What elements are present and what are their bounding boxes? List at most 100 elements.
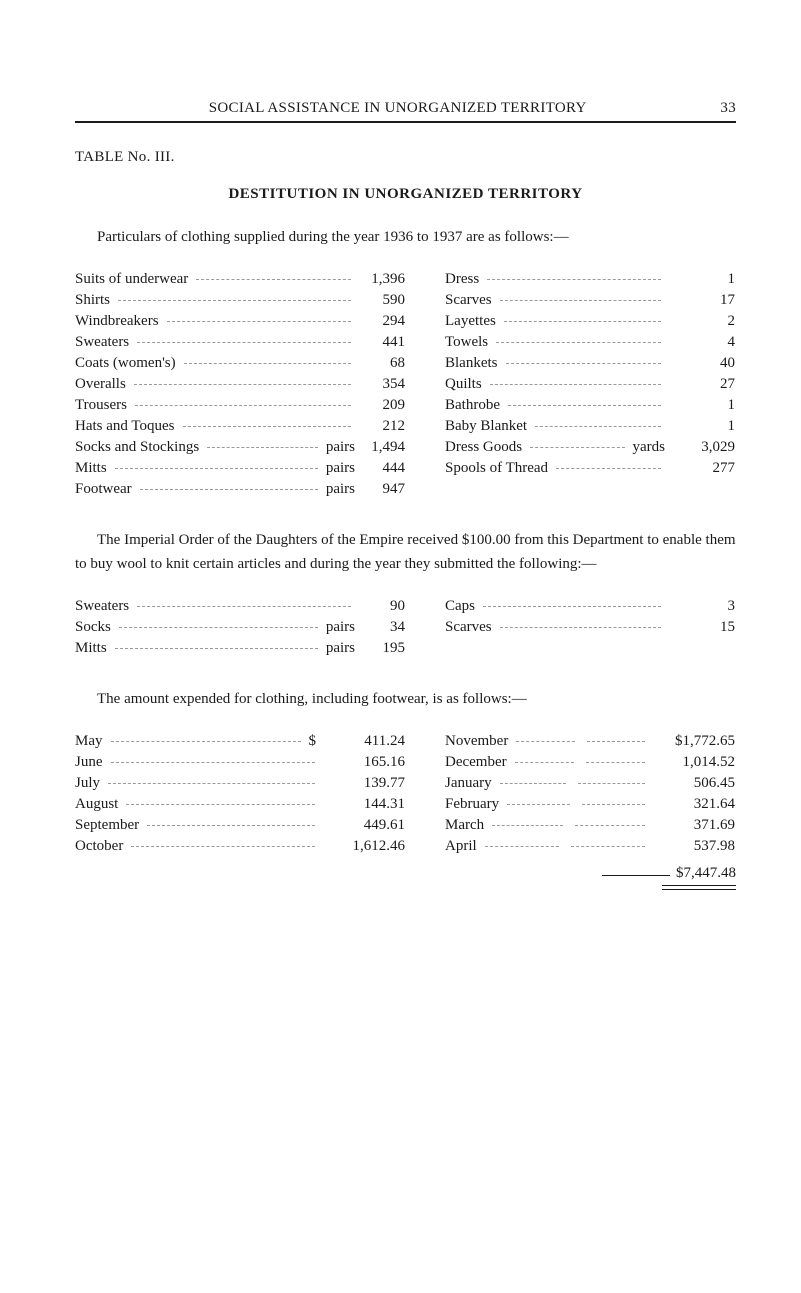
leader-line-icon <box>126 804 315 805</box>
leader-line-icon <box>485 846 559 847</box>
leader-line-icon <box>137 606 351 607</box>
list-item: Spools of Thread277 <box>445 460 735 477</box>
item-value: 321.64 <box>653 796 735 813</box>
item-unit: yards <box>633 439 666 456</box>
item-label: Quilts <box>445 376 482 393</box>
leader-line-icon <box>500 300 661 301</box>
item-label: Dress <box>445 271 479 288</box>
list-item: Socks and Stockingspairs1,494 <box>75 439 405 456</box>
list-item: June165.16 <box>75 754 405 771</box>
leader-line-icon <box>118 300 351 301</box>
item-value: 144.31 <box>323 796 405 813</box>
list-item: Sockspairs34 <box>75 619 405 636</box>
list-item: Mitts pairs195 <box>75 640 405 657</box>
list-item: January506.45 <box>445 775 735 792</box>
item-value: 4 <box>669 334 735 351</box>
imperial-paragraph: The Imperial Order of the Daughters of t… <box>75 528 736 576</box>
list-item: Baby Blanket1 <box>445 418 735 435</box>
item-value: 444 <box>359 460 405 477</box>
list-item: Towels4 <box>445 334 735 351</box>
leader-line-icon <box>506 363 662 364</box>
item-label: January <box>445 775 492 792</box>
list-item: May$411.24 <box>75 733 405 750</box>
item-label: Socks and Stockings <box>75 439 199 456</box>
item-value: 3 <box>669 598 735 615</box>
item-value: 15 <box>669 619 735 636</box>
header-rule <box>75 121 736 123</box>
item-label: Overalls <box>75 376 126 393</box>
leader-line-icon <box>490 384 661 385</box>
leader-line-icon <box>587 741 645 742</box>
leader-line-icon <box>515 762 574 763</box>
item-label: Windbreakers <box>75 313 159 330</box>
leader-line-icon <box>131 846 315 847</box>
list-item: Quilts27 <box>445 376 735 393</box>
knit-right-column: Caps 3 Scarves15 <box>445 594 735 661</box>
list-item: Blankets40 <box>445 355 735 372</box>
list-item: Scarves15 <box>445 619 735 636</box>
leader-line-icon <box>183 426 352 427</box>
page: SOCIAL ASSISTANCE IN UNORGANIZED TERRITO… <box>0 0 801 1293</box>
item-value: 537.98 <box>653 838 735 855</box>
list-item: Trousers209 <box>75 397 405 414</box>
leader-line-icon <box>207 447 318 448</box>
page-number: 33 <box>720 100 736 117</box>
item-value: 34 <box>359 619 405 636</box>
item-label: Dress Goods <box>445 439 522 456</box>
leader-line-icon <box>500 783 567 784</box>
list-item: December 1,014.52 <box>445 754 735 771</box>
item-value: 1 <box>669 397 735 414</box>
list-item: Sweaters441 <box>75 334 405 351</box>
list-item: Hats and Toques 212 <box>75 418 405 435</box>
item-label: Mitts <box>75 640 107 657</box>
leader-line-icon <box>196 279 351 280</box>
item-label: Layettes <box>445 313 496 330</box>
item-label: August <box>75 796 118 813</box>
item-label: April <box>445 838 477 855</box>
item-value: 449.61 <box>323 817 405 834</box>
item-label: Blankets <box>445 355 498 372</box>
leader-line-icon <box>575 825 645 826</box>
leader-line-icon <box>108 783 315 784</box>
item-label: Shirts <box>75 292 110 309</box>
running-title: SOCIAL ASSISTANCE IN UNORGANIZED TERRITO… <box>75 100 720 117</box>
item-value: 68 <box>359 355 405 372</box>
list-item: Suits of underwear1,396 <box>75 271 405 288</box>
leader-line-icon <box>492 825 562 826</box>
clothing-left-column: Suits of underwear1,396 Shirts 590 Windbrea… <box>75 267 405 502</box>
item-value: 90 <box>359 598 405 615</box>
clothing-columns: Suits of underwear1,396 Shirts 590 Windbrea… <box>75 267 736 502</box>
item-value: 195 <box>359 640 405 657</box>
leader-line-icon <box>535 426 661 427</box>
list-item: Dress1 <box>445 271 735 288</box>
item-value: 1,396 <box>359 271 405 288</box>
item-label: October <box>75 838 123 855</box>
item-value: 212 <box>359 418 405 435</box>
list-item: Scarves17 <box>445 292 735 309</box>
list-item: October1,612.46 <box>75 838 405 855</box>
list-item: August 144.31 <box>75 796 405 813</box>
list-item: Footwearpairs947 <box>75 481 405 498</box>
item-label: Caps <box>445 598 475 615</box>
leader-line-icon <box>586 762 645 763</box>
item-label: Hats and Toques <box>75 418 175 435</box>
item-unit: pairs <box>326 640 355 657</box>
item-unit: pairs <box>326 460 355 477</box>
item-label: Bathrobe <box>445 397 500 414</box>
leader-line-icon <box>500 627 661 628</box>
leader-line-icon <box>119 627 318 628</box>
grand-total: $7,447.48 <box>676 865 736 882</box>
item-value: 441 <box>359 334 405 351</box>
list-item: Coats (women's)68 <box>75 355 405 372</box>
intro-paragraph: Particulars of clothing supplied during … <box>75 225 736 249</box>
item-label: December <box>445 754 507 771</box>
leader-line-icon <box>582 804 645 805</box>
item-value: 590 <box>359 292 405 309</box>
item-label: March <box>445 817 484 834</box>
item-label: Sweaters <box>75 598 129 615</box>
item-value: 1,014.52 <box>653 754 735 771</box>
item-value: 294 <box>359 313 405 330</box>
expend-left-column: May$411.24June165.16July139.77August144.… <box>75 729 405 859</box>
leader-line-icon <box>507 804 570 805</box>
item-value: 1,494 <box>359 439 405 456</box>
